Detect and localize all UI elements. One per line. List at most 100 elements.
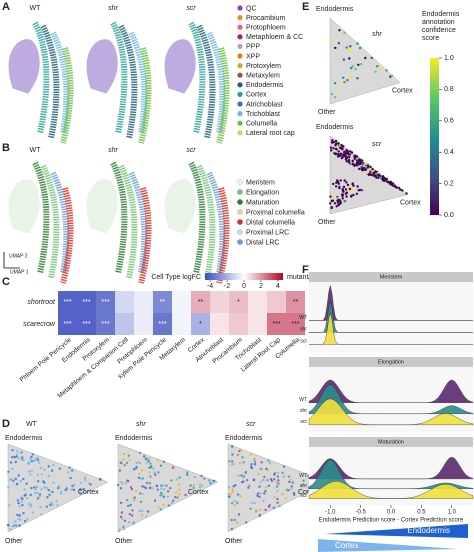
cell-point <box>6 523 10 527</box>
cell-point <box>273 496 276 499</box>
cell-point <box>178 488 181 491</box>
cell-point <box>7 470 10 473</box>
panel-title: scr <box>246 421 256 428</box>
cell-point <box>153 471 156 474</box>
cell-point <box>16 450 19 453</box>
cell-point <box>17 517 20 520</box>
cell-point <box>162 484 165 487</box>
cell-point <box>43 468 46 472</box>
cell-point <box>350 195 353 198</box>
cell-point <box>236 521 239 524</box>
cell-point <box>141 485 144 488</box>
cell-point <box>11 449 14 452</box>
panel-title: WT <box>30 5 42 12</box>
cell-point <box>249 465 253 468</box>
cell-point <box>122 452 126 456</box>
cell-point <box>125 461 129 464</box>
cell-point <box>250 463 253 466</box>
cell-point <box>390 74 394 78</box>
cell-point <box>350 187 354 190</box>
cell-point <box>193 475 196 479</box>
cell-point <box>165 484 168 487</box>
cell-point <box>253 457 256 460</box>
umap-cells <box>60 47 74 144</box>
panel-title: scr <box>186 5 196 12</box>
cell-point <box>60 492 63 495</box>
density-ridge <box>309 285 473 321</box>
cell-point <box>257 472 260 476</box>
heatmap-cell <box>77 291 96 313</box>
cell-point <box>348 162 351 165</box>
legend-label: Endodermis <box>246 82 284 89</box>
cell-point <box>162 495 165 499</box>
cell-point <box>385 69 388 72</box>
colorbar-tick-label: 0.0 <box>444 212 454 219</box>
heatmap-cell <box>134 291 153 313</box>
cell-point <box>401 189 404 192</box>
cell-point <box>56 504 59 507</box>
cell-point <box>141 509 144 513</box>
cell-point <box>47 474 50 478</box>
cell-point <box>259 467 263 471</box>
cell-point <box>208 479 211 482</box>
cell-point <box>162 488 166 491</box>
cell-point <box>119 515 123 518</box>
cell-point <box>119 487 123 490</box>
cell-point <box>177 483 180 486</box>
cell-point <box>132 498 135 501</box>
cell-point <box>233 499 236 503</box>
cell-point <box>160 487 163 490</box>
cell-point <box>40 488 43 491</box>
cell-point <box>399 188 402 191</box>
cell-point <box>227 492 230 495</box>
cell-point <box>71 484 74 488</box>
x-tick-label: 0.0 <box>387 510 396 516</box>
strip-header <box>309 272 473 282</box>
legend-label: Metaxylem <box>246 73 280 80</box>
cell-point <box>281 493 284 496</box>
row-label: shr <box>300 327 307 333</box>
cell-point <box>352 163 356 166</box>
cell-point <box>227 495 231 498</box>
cell-point <box>153 499 157 502</box>
cell-point <box>230 502 234 505</box>
cell-point <box>281 471 284 474</box>
panel-title: shr <box>136 421 146 428</box>
cell-point <box>156 488 159 491</box>
cell-point <box>339 199 342 202</box>
cell-point <box>253 460 256 463</box>
vertex-label: Cortex <box>298 489 319 496</box>
cell-point <box>267 484 271 487</box>
cell-point <box>35 485 39 489</box>
cell-point <box>72 488 76 491</box>
significance: *** <box>272 321 280 328</box>
cell-point <box>338 185 341 189</box>
cell-point <box>12 524 15 527</box>
cell-point <box>43 486 46 489</box>
cell-point <box>64 488 67 492</box>
vertex-label: Cortex <box>392 87 413 94</box>
cell-point <box>128 521 131 524</box>
cell-point <box>33 486 36 489</box>
cell-point <box>30 455 33 459</box>
row-label: scr <box>300 419 307 425</box>
cell-point <box>160 491 163 495</box>
cell-point <box>12 479 15 482</box>
significance: *** <box>82 321 90 328</box>
cell-point <box>329 195 332 198</box>
cell-point <box>247 486 250 489</box>
legend-label: Metaphloem & CC <box>246 34 303 41</box>
heatmap-cell <box>191 291 210 313</box>
cell-point <box>290 487 294 490</box>
cell-point <box>397 186 401 190</box>
cell-point <box>364 162 367 166</box>
cell-point <box>356 42 359 45</box>
cell-point <box>36 497 40 500</box>
density-ridge <box>309 312 473 345</box>
cell-point <box>374 174 378 178</box>
cell-point <box>250 501 253 504</box>
cell-point <box>285 488 288 491</box>
cell-point <box>227 486 231 489</box>
vertex-label: Other <box>115 538 133 545</box>
cell-point <box>343 31 346 34</box>
